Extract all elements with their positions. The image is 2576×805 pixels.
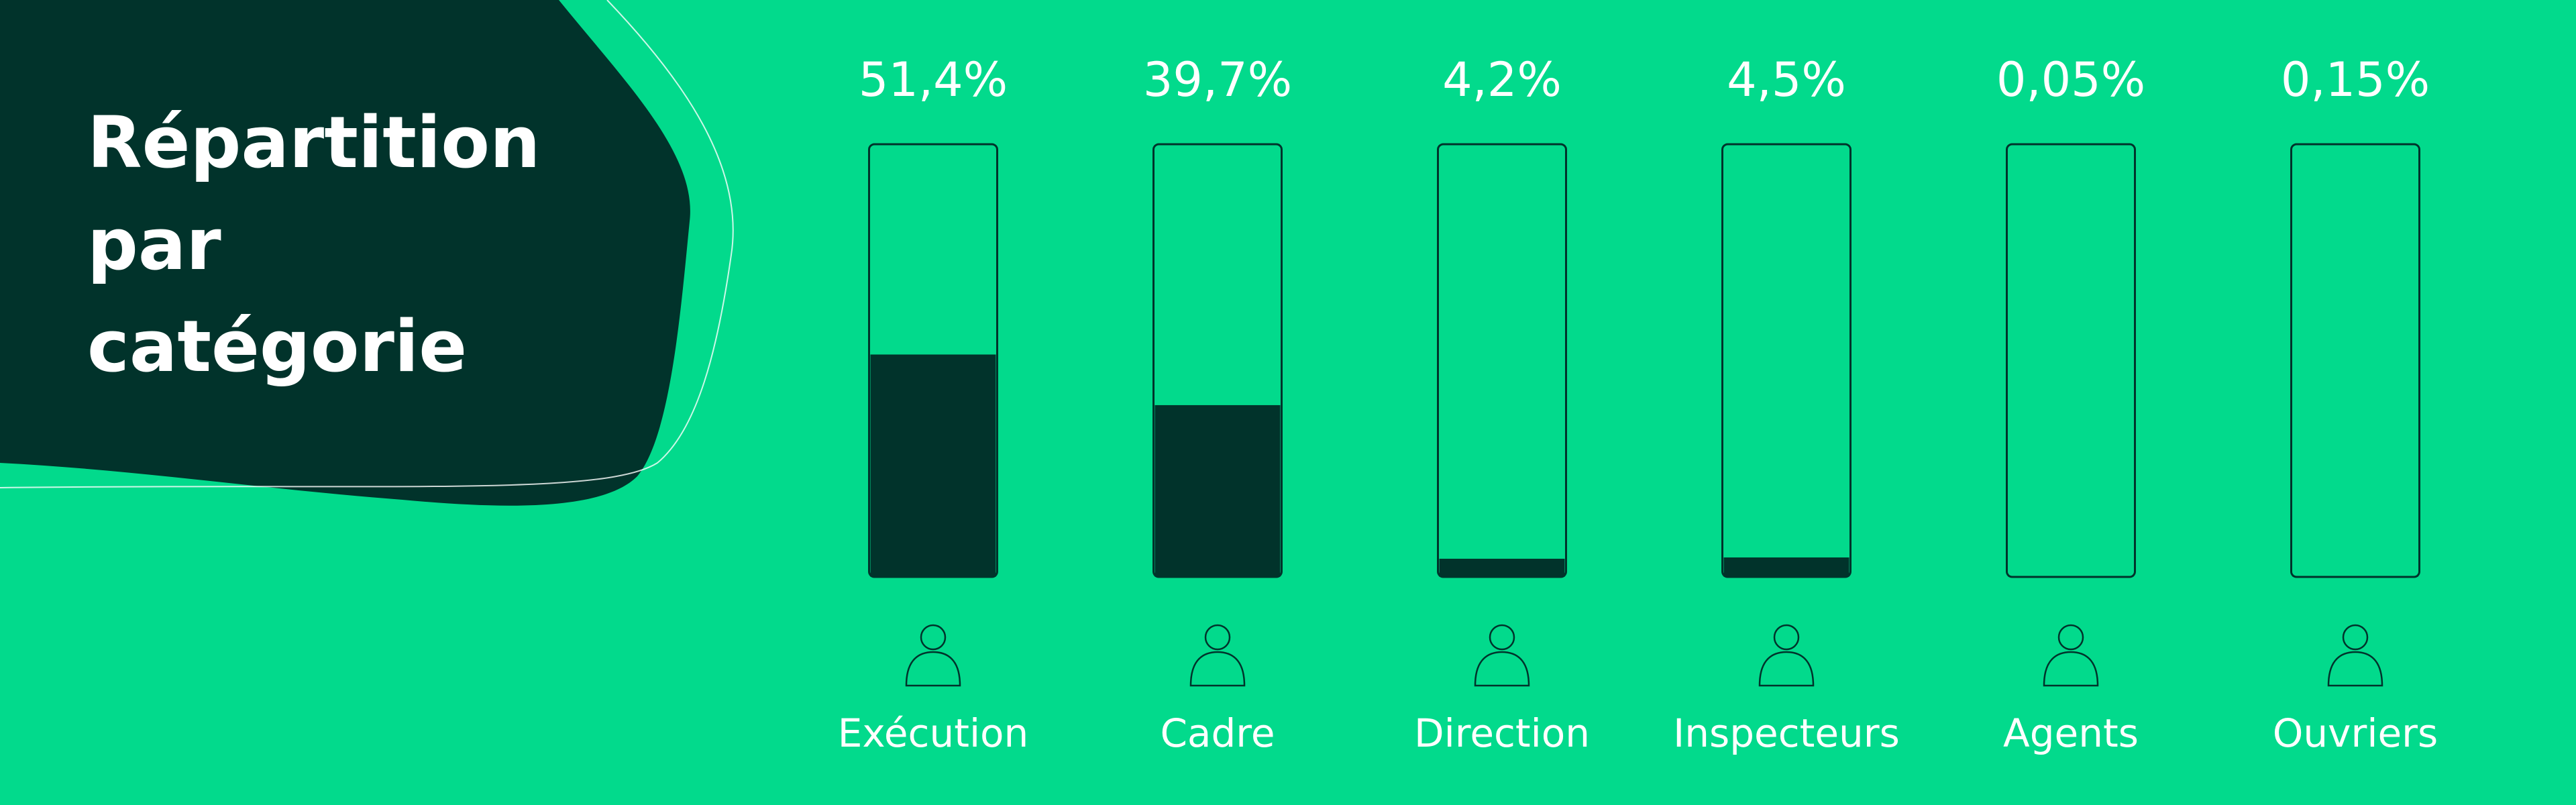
icon [1204,624,1231,651]
category-label: Exécution [838,710,1029,756]
icon [920,624,947,651]
value-label: 0,15% [2281,52,2430,107]
icon [1474,651,1530,687]
category-label: Agents [2003,710,2139,756]
bar-frame [2290,143,2420,578]
bar [1439,558,1565,577]
value-label: 4,5% [1727,52,1846,107]
icon [1489,624,1515,651]
bar [1723,557,1849,577]
bar-frame [1437,143,1567,578]
value-label: 0,05% [1996,52,2145,107]
bar [870,354,996,577]
icon [1758,651,1815,687]
icon [2342,624,2369,651]
bar [2292,576,2418,577]
icon [905,651,961,687]
bar-frame [2006,143,2136,578]
icon [1773,624,1800,651]
category-label: Inspecteurs [1673,710,1900,756]
background-blob [0,0,690,506]
icon [2043,651,2099,687]
icon [1189,651,1246,687]
chart-title: Répartition par catégorie [87,101,541,388]
bar [1155,405,1281,577]
category-label: Direction [1414,710,1590,756]
decorative-line [0,0,734,488]
category-label: Cadre [1160,710,1275,756]
icon [2327,651,2383,687]
value-label: 4,2% [1442,52,1562,107]
bar-frame [1721,143,1851,578]
value-label: 39,7% [1143,52,1292,107]
value-label: 51,4% [859,52,1008,107]
title-box: Répartition par catégorie [87,101,541,388]
category-label: Ouvriers [2273,710,2438,756]
icon [2057,624,2084,651]
